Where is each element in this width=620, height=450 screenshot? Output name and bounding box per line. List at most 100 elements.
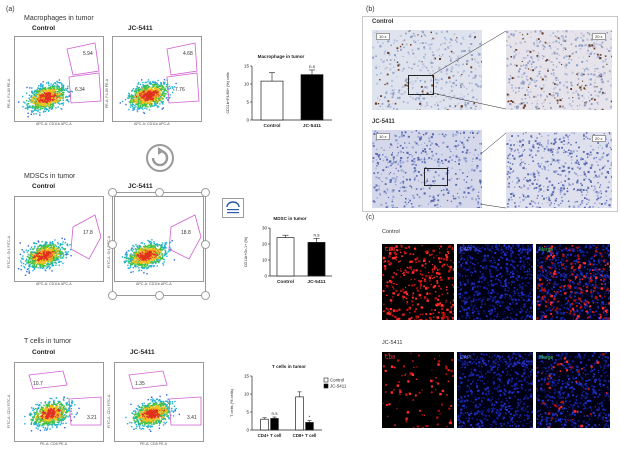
y-tick-label: 0 [246, 428, 249, 433]
macrophage-treated-label: JC-5411 [128, 25, 153, 32]
mag-label: 10 x [376, 33, 390, 40]
fluor-channel-label: CD8 [385, 355, 396, 361]
legend-label: JC-5411 [330, 384, 347, 389]
bar [260, 418, 269, 431]
selection-handle-top-center[interactable] [155, 188, 164, 197]
speckle-dots [536, 353, 608, 428]
fluor-channel-label: DAPI [460, 355, 472, 361]
fluor-control-cd8: CD8 [382, 244, 454, 320]
rotate-icon [146, 144, 174, 172]
density-dots [121, 239, 176, 275]
speckle-dots [536, 245, 610, 320]
mdsc-control-label: Control [32, 183, 56, 190]
chart-title: MDSC in tumor [273, 216, 307, 221]
tcell-control-label: Control [32, 349, 56, 356]
y-tick-label: 15 [244, 64, 250, 69]
macrophage-treated-flow-plot: 4.68 7.76 [112, 36, 202, 122]
macrophage-treated-gate-1: 4.68 [183, 51, 193, 57]
density-dots [125, 394, 180, 432]
significance-label: n.s [271, 411, 278, 416]
histology-treated-high-texture [506, 132, 612, 208]
bar [305, 422, 314, 431]
bar [260, 80, 284, 121]
selection-handle-middle-right[interactable] [201, 240, 210, 249]
tcell-control-gates [28, 370, 102, 426]
histology-treated-high-mag: 20 x [506, 132, 612, 208]
fluor-channel-label: DAPI [460, 247, 472, 253]
selection-handle-top-left[interactable] [108, 188, 117, 197]
bar [300, 74, 324, 121]
selection-frame[interactable] [112, 192, 206, 296]
x-tick-label: JC-5411 [307, 279, 325, 285]
mdsc-control-gates [70, 214, 102, 260]
macrophage-control-flow-plot: 5.94 6.34 [14, 36, 104, 122]
selection-handle-bottom-right[interactable] [201, 291, 210, 300]
tcell-control-x-axis: PE-A: CD8 PE-A [40, 442, 67, 446]
fluor-control-merge-red [536, 245, 610, 320]
density-dots [24, 396, 80, 432]
tcell-control-gate-1: 10.7 [33, 381, 43, 387]
macrophage-treated-x-axis: APC-A: CD11b APC-A [134, 122, 170, 126]
significance-label: n.s [309, 64, 316, 69]
histology-control-low-mag: 10 x [372, 30, 482, 110]
legend-swatch [323, 383, 329, 389]
macrophage-section-title: Macrophages in tumor [24, 15, 94, 22]
fluor-treated-label: JC-5411 [382, 340, 403, 346]
panel-label-a: (a) [6, 6, 15, 13]
mdsc-treated-x-axis: APC-A: CD11b APC-A [136, 282, 172, 286]
density-dots [119, 79, 177, 114]
speckle-dots [536, 244, 610, 320]
macrophage-bar-chart: Macrophage in tumor 0 5 10 15 CD11b+F4/80+ (… [222, 54, 340, 134]
speckle-dots [457, 352, 533, 428]
mdsc-treated-flow-plot: 18.8 [114, 196, 204, 282]
macrophage-treated-y-axis: PE-A: F4-80 PE-A [105, 78, 109, 108]
selection-handle-bottom-center[interactable] [155, 291, 164, 300]
x-tick-label: JC-5411 [303, 123, 321, 129]
mdsc-treated-gate-1: 18.8 [181, 230, 191, 236]
fluor-control-cd8-texture [382, 244, 454, 320]
mdsc-bar-svg: 0 10 20 30 CD11b+Gr-1+ (%) Control JC-5411 n.s [244, 226, 332, 285]
selection-handle-top-right[interactable] [201, 188, 210, 197]
y-axis-label: CD11b+Gr-1+ (%) [244, 236, 248, 267]
selection-handle-bottom-left[interactable] [108, 291, 117, 300]
macrophage-control-gate-1: 5.94 [83, 51, 93, 57]
density-dots [17, 237, 72, 276]
mdsc-control-density [17, 237, 72, 276]
fluor-channel-label: CD8 [385, 247, 396, 253]
fluor-treated-dapi: DAPI [457, 352, 533, 428]
chart-title: T cells in tumor [272, 364, 306, 369]
histology-treated-label: JC-5411 [372, 119, 395, 125]
layout-options-button[interactable] [222, 198, 244, 218]
histology-control-high-texture [506, 30, 612, 110]
y-axis-label: T cells (% cells) [229, 388, 234, 417]
selection-handle-middle-left[interactable] [108, 240, 117, 249]
fluor-control-merge: Merge [536, 244, 610, 320]
tcell-treated-x-axis: PE-A: CD8 PE-A [140, 442, 167, 446]
speckle-dots [382, 352, 454, 428]
y-tick-label: 20 [262, 242, 268, 247]
fluor-control-dapi-texture [457, 244, 533, 320]
y-tick-label: 5 [246, 100, 249, 105]
tcell-bar-svg: 0 5 10 15 T cells (% cells) n.s CD4+ T cell * CD… [229, 374, 347, 439]
fluor-treated-merge: Merge [536, 352, 610, 428]
histology-control-low-texture [372, 30, 482, 110]
macrophage-bar-svg: 0 5 10 15 CD11b+F4/80+ (%) cells Control JC-54… [226, 64, 332, 129]
legend-label: Control [330, 378, 344, 383]
tcell-section-title: T cells in tumor [24, 338, 72, 345]
density-dots [18, 79, 73, 118]
mdsc-control-x-axis: APC-A: CD11b APC-A [36, 282, 72, 286]
tcell-treated-label: JC-5411 [130, 349, 155, 356]
mag-label: 20 x [592, 33, 606, 40]
fluor-treated-cd8-texture [382, 352, 454, 428]
tcell-treated-y-axis: FITC-A: CD4 FITC-A [107, 394, 111, 428]
speckle-dots [372, 130, 482, 208]
macrophage-control-gates [66, 42, 102, 104]
macrophage-control-label: Control [32, 25, 56, 32]
macrophage-control-x-axis: APC-A: CD11b APC-A [36, 122, 72, 126]
fluor-control-merge-blue [536, 244, 610, 320]
y-tick-label: 10 [262, 258, 268, 263]
y-tick-label: 0 [264, 274, 267, 279]
tcell-treated-gate-1: 1.35 [135, 381, 145, 387]
mdsc-treated-density [121, 239, 176, 275]
speckle-dots [372, 30, 482, 110]
